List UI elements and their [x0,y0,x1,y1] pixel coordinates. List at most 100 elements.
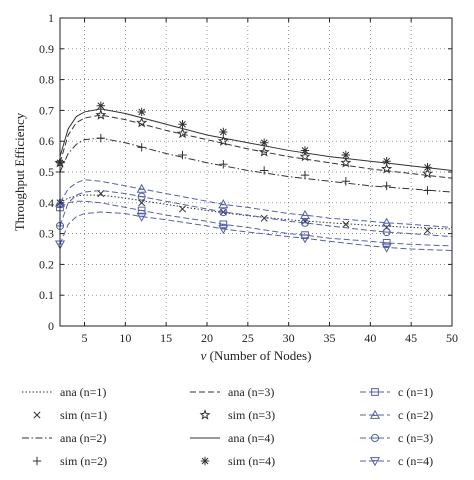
x-axis-title-symbol: ν [201,348,207,363]
y-tick-label: 0 [48,319,54,333]
star-marker [136,116,148,128]
legend-entry: sim (n=1) [33,408,107,422]
legend-label: ana (n=2) [60,431,106,445]
legend-entry: c (n=3) [360,431,433,445]
triangle-down-marker [299,234,311,244]
x-tick-label: 10 [119,331,131,345]
y-tick-label: 0.9 [39,42,54,56]
y-tick-label: 1 [48,11,54,25]
asterisk-marker [200,456,210,466]
triangle-up-marker [381,217,392,227]
y-tick-label: 0.1 [39,288,54,302]
plus-marker [382,181,391,191]
x-marker [33,411,41,419]
y-tick-label: 0.6 [39,134,54,148]
star-marker [421,167,434,179]
x-tick-label: 35 [324,331,336,345]
triangle-down-marker [136,212,147,222]
y-tick-label: 0.3 [39,227,54,241]
legend-label: c (n=2) [398,408,433,422]
triangle-up-marker [136,183,147,193]
plus-marker [178,150,187,160]
y-tick-label: 0.4 [39,196,54,210]
y-tick-label: 0.5 [39,165,54,179]
star-marker [340,156,352,168]
legend: ana (n=1) sim (n=1) ana (n=2) sim (n=2) ana … [22,385,433,468]
asterisk-marker [300,146,310,155]
series-sim-n-3- [54,109,434,179]
x-axis-title: ν (Number of Nodes) [201,348,312,363]
legend-label: c (n=4) [398,454,433,468]
legend-entry: ana (n=3) [190,385,274,399]
axis-ticks: 5 10 15 20 25 30 35 40 45 50 0 0.1 0.2 0.3 0.4 0.5 0.6 0.… [39,11,458,345]
star-marker [381,163,393,174]
asterisk-marker [259,138,269,147]
y-tick-label: 0.8 [39,73,54,87]
star-marker [176,127,189,139]
asterisk-marker [219,127,228,137]
x-tick-label: 45 [405,331,417,345]
asterisk-marker [423,163,432,172]
series-line [59,189,453,238]
legend-entry: ana (n=1) [22,385,106,399]
x-tick-label: 40 [364,331,376,345]
plus-marker [423,186,432,195]
plus-marker [259,166,269,175]
y-tick-label: 0.2 [39,257,54,271]
legend-label: ana (n=1) [60,385,106,399]
legend-entry: c (n=4) [360,454,433,468]
asterisk-marker [382,157,391,166]
legend-label: c (n=3) [398,431,433,445]
series-line [59,179,453,228]
x-marker [423,227,432,235]
x-marker [342,220,350,228]
legend-entry: ana (n=4) [190,431,274,445]
series-ana-n-3- [59,114,453,179]
triangle-up-marker [369,409,381,419]
legend-label: ana (n=3) [228,385,274,399]
triangle-down-marker [381,243,392,253]
grid-lines [60,18,452,326]
legend-entry: sim (n=2) [32,454,107,468]
series-ana-n-2- [59,137,453,193]
x-tick-label: 30 [283,331,295,345]
legend-label: sim (n=3) [228,408,275,422]
y-tick-label: 0.7 [39,103,54,117]
series-line [59,137,453,193]
plus-marker [300,170,310,180]
legend-entry: sim (n=3) [199,408,275,422]
x-marker [260,214,268,222]
plus-marker [32,456,42,466]
series-sim-n-4- [55,101,432,172]
star-marker [217,135,229,146]
star-marker [258,146,270,157]
series-layer [54,101,453,253]
legend-label: sim (n=1) [60,408,107,422]
x-marker [178,205,187,213]
plus-marker [137,143,146,152]
plus-marker [219,160,228,169]
star-marker [199,409,211,420]
x-tick-label: 5 [82,331,88,345]
star-marker [299,150,311,162]
asterisk-marker [96,101,106,110]
y-axis-title: Throughput Efficiency [12,112,27,231]
plus-marker [341,177,351,186]
triangle-up-marker [299,209,311,219]
legend-entry: c (n=2) [360,408,433,422]
series-ana-n-4- [59,108,453,171]
series-line [59,211,453,252]
x-marker [138,199,146,207]
x-tick-label: 50 [446,331,458,345]
legend-label: sim (n=4) [228,454,275,468]
series-c-n-4- [54,211,453,253]
series-line [59,200,453,247]
legend-entry: sim (n=4) [200,454,275,468]
legend-entry: ana (n=2) [22,431,106,445]
series-line [59,114,453,179]
legend-label: c (n=1) [398,385,433,399]
x-marker [301,217,309,225]
asterisk-marker [178,120,187,129]
series-c-n-3- [55,189,453,238]
